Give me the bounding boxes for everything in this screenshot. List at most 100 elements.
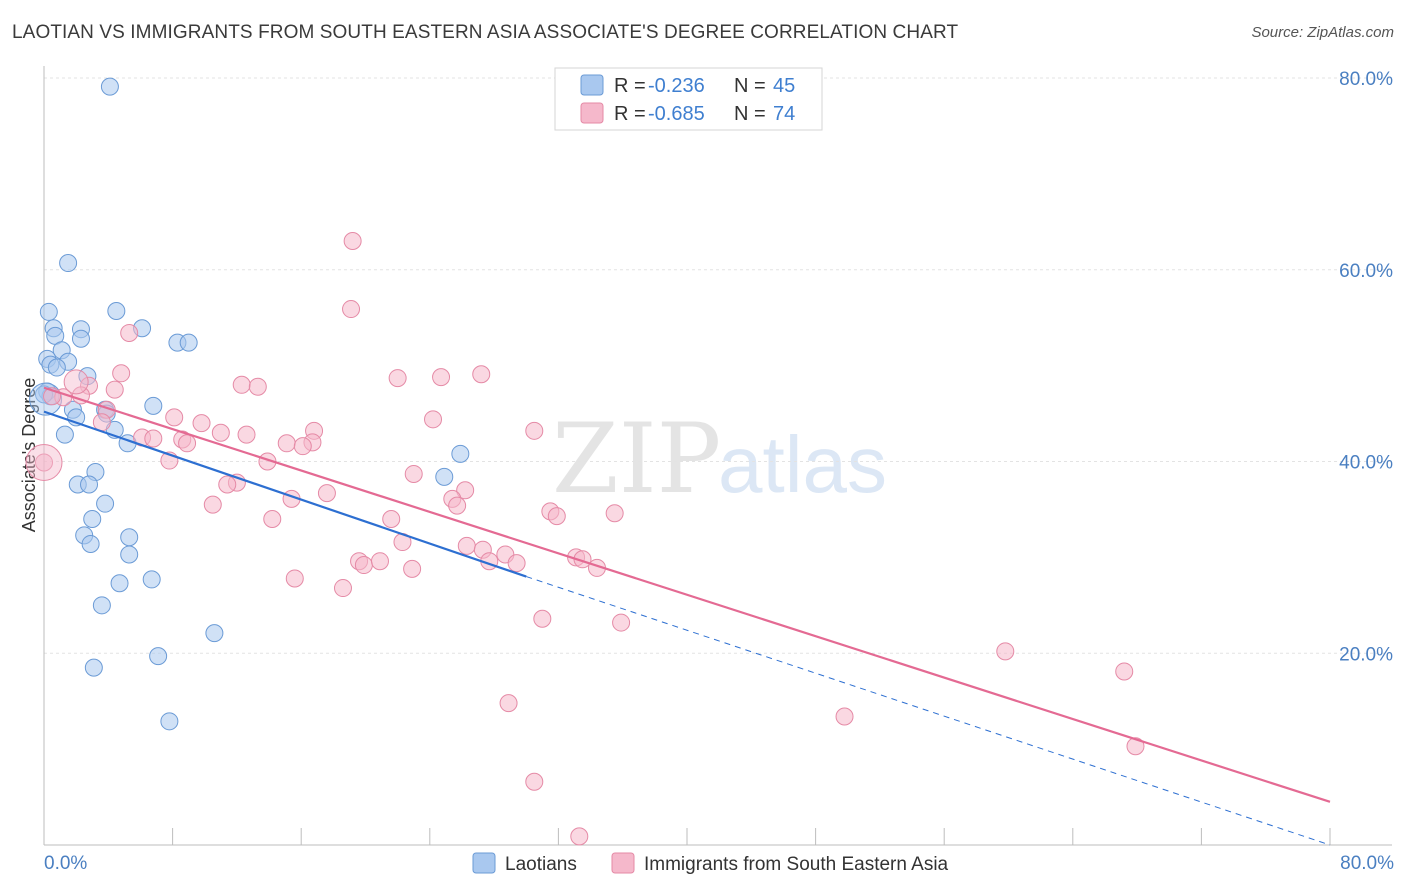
data-point (192, 414, 211, 433)
data-point (107, 301, 126, 320)
series-legend: Laotians Immigrants from South Eastern A… (472, 852, 949, 875)
data-point (59, 254, 78, 273)
data-point (277, 434, 296, 453)
data-point (525, 772, 544, 791)
data-point (71, 329, 90, 348)
y-tick-labels: 20.0% 40.0% 60.0% 80.0% (1339, 69, 1393, 665)
data-point (80, 475, 99, 494)
data-point (81, 534, 100, 553)
trend-line-laotians-extension (526, 576, 1331, 846)
data-point (120, 545, 139, 564)
data-point (370, 552, 389, 571)
data-point-cluster (25, 443, 63, 481)
data-point (35, 453, 53, 472)
data-point (612, 613, 631, 632)
legend-swatch-immigrants (580, 102, 604, 124)
watermark-atlas: atlas (718, 420, 887, 509)
data-point (144, 429, 163, 448)
legend-r-value-2: -0.685 (648, 103, 705, 125)
data-point (211, 423, 230, 442)
data-point (435, 467, 454, 486)
y-tick-label-80: 80.0% (1339, 69, 1393, 90)
data-point (448, 496, 467, 515)
data-point (1126, 737, 1145, 756)
data-point (96, 494, 115, 513)
data-point (92, 413, 111, 432)
data-point (149, 647, 168, 666)
data-point (144, 396, 163, 415)
bottom-legend-swatch-laotians (472, 852, 496, 874)
data-point (165, 408, 184, 427)
data-point (248, 377, 267, 396)
legend-n-value-2: 74 (773, 103, 795, 125)
data-point (205, 624, 224, 643)
data-point (388, 369, 407, 388)
legend-swatch-laotians (580, 74, 604, 96)
y-tick-label-40: 40.0% (1339, 453, 1393, 474)
gridlines (44, 77, 1392, 654)
data-point (84, 658, 103, 677)
data-point (432, 368, 451, 387)
data-point (160, 712, 179, 731)
data-point (835, 707, 854, 726)
y-tick-label-60: 60.0% (1339, 261, 1393, 282)
legend-n-label-2: N = (734, 103, 766, 125)
data-point (354, 556, 373, 575)
trend-line-immigrants (43, 386, 1331, 803)
data-point (83, 510, 102, 529)
data-point (525, 421, 544, 440)
source-credit: Source: ZipAtlas.com (1251, 24, 1394, 41)
legend-r-value-1: -0.236 (648, 75, 705, 97)
bottom-legend-swatch-immigrants (611, 852, 635, 874)
data-point (179, 333, 198, 352)
data-point (342, 300, 361, 319)
data-point (110, 574, 129, 593)
data-point (507, 554, 526, 573)
data-point (424, 410, 443, 429)
data-point (47, 358, 66, 377)
data-point (39, 302, 58, 321)
y-tick-label-20: 20.0% (1339, 644, 1393, 665)
series-immigrants-se-asia (25, 231, 1145, 846)
watermark-zip: ZIP (552, 403, 721, 515)
data-point (120, 528, 139, 547)
data-point (317, 484, 336, 503)
data-point (105, 380, 124, 399)
data-point (333, 579, 352, 598)
x-tick-label-min: 0.0% (44, 853, 87, 874)
trend-lines (43, 386, 1331, 846)
data-point (285, 569, 304, 588)
data-point (142, 570, 161, 589)
trend-line-laotians (43, 410, 527, 578)
data-point (457, 536, 476, 555)
y-axis-label: Associate's Degree (19, 378, 39, 533)
stats-legend: R = -0.236 N = 45 R = -0.685 N = 74 (554, 67, 823, 131)
data-point-cluster (63, 369, 89, 395)
data-point (382, 510, 401, 529)
data-point (570, 827, 589, 846)
data-point (1115, 662, 1134, 681)
data-point (178, 434, 197, 453)
data-point (263, 510, 282, 529)
data-point (120, 324, 139, 343)
bottom-legend-immigrants: Immigrants from South Eastern Asia (644, 854, 949, 875)
x-tick-label-max: 80.0% (1340, 853, 1394, 874)
data-point (293, 437, 312, 456)
data-point (404, 464, 423, 483)
legend-n-label-1: N = (734, 75, 766, 97)
data-point (533, 609, 552, 628)
data-point (605, 504, 624, 523)
bottom-legend-laotians: Laotians (505, 854, 577, 875)
data-point (451, 444, 470, 463)
data-point (499, 694, 518, 713)
data-point (112, 364, 131, 383)
data-point (218, 475, 237, 494)
legend-n-value-1: 45 (773, 75, 795, 97)
data-point (456, 481, 475, 500)
chart-title: LAOTIAN VS IMMIGRANTS FROM SOUTH EASTERN… (12, 22, 959, 43)
data-point (232, 375, 251, 394)
data-point (403, 559, 422, 578)
legend-r-label-1: R = (614, 75, 646, 97)
data-point (92, 596, 111, 615)
